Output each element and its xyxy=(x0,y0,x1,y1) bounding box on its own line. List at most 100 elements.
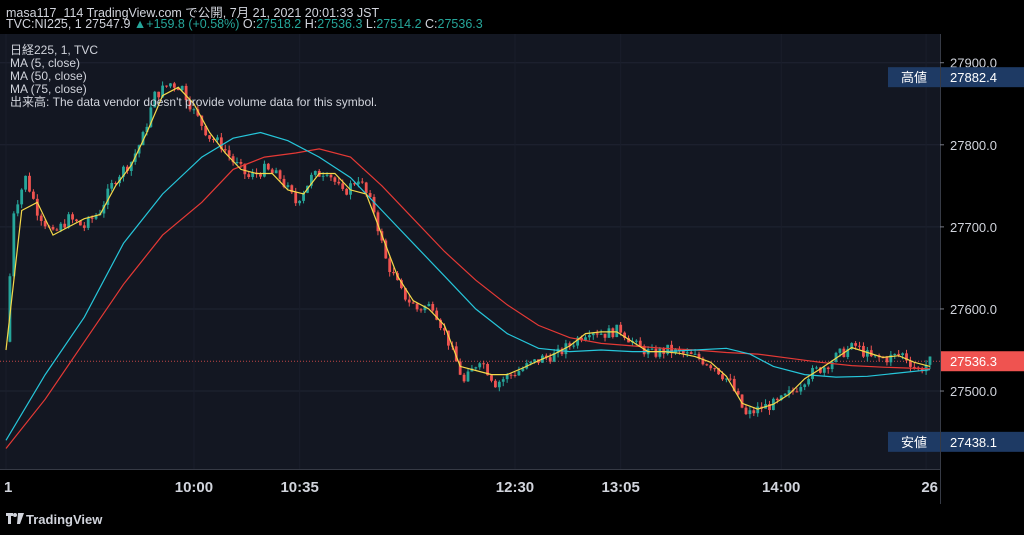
candle-body xyxy=(384,240,388,259)
candle-body xyxy=(372,196,376,213)
candle-body xyxy=(893,353,897,355)
candle xyxy=(595,329,599,338)
candle xyxy=(388,256,392,277)
candle-body xyxy=(580,337,583,341)
candle xyxy=(548,353,552,364)
candle xyxy=(705,363,709,366)
candle-body xyxy=(149,107,153,127)
low-value-text: 27438.1 xyxy=(950,435,997,450)
candle-body xyxy=(568,343,572,346)
candle xyxy=(768,400,771,415)
candle-body xyxy=(223,149,227,151)
candle xyxy=(877,353,881,362)
candle xyxy=(709,363,713,371)
low-label: L: xyxy=(365,17,377,31)
candle-body xyxy=(544,355,548,358)
candle xyxy=(658,346,662,359)
candle-body xyxy=(533,359,536,362)
candle xyxy=(243,163,247,180)
candle xyxy=(302,190,305,204)
candle-body xyxy=(200,115,204,126)
candle-body xyxy=(701,358,705,365)
candle-body xyxy=(78,221,82,226)
candle-body xyxy=(231,156,235,163)
candle-body xyxy=(298,200,302,204)
legend-title[interactable]: 日経225, 1, TVC xyxy=(10,43,99,57)
candle-body xyxy=(584,337,587,341)
candle xyxy=(697,351,701,361)
candle-body xyxy=(55,229,59,231)
legend-ma5[interactable]: MA (5, close) xyxy=(10,56,81,70)
candle xyxy=(125,164,129,174)
candle-body xyxy=(889,354,893,363)
candle-body xyxy=(728,378,732,380)
high-value-text: 27882.4 xyxy=(950,70,997,85)
candle-body xyxy=(345,188,349,195)
candle xyxy=(235,157,239,165)
chart-plot-area[interactable]: 高値 安値 xyxy=(0,34,940,469)
candle xyxy=(901,352,904,360)
low-value-tag: 27438.1 xyxy=(941,431,1024,452)
legend-ma75[interactable]: MA (75, close) xyxy=(10,82,87,96)
x-tick-label-4: 13:05 xyxy=(602,479,640,496)
candle-body xyxy=(313,170,317,175)
candle-body xyxy=(732,378,736,392)
candle-body xyxy=(129,161,133,171)
candle xyxy=(39,213,43,226)
legend-ma50[interactable]: MA (50, close) xyxy=(10,69,87,83)
candle-body xyxy=(403,288,407,300)
candle-body xyxy=(51,226,55,230)
candle xyxy=(192,107,196,114)
candle-body xyxy=(427,304,431,307)
candle xyxy=(748,406,752,419)
candle-body xyxy=(744,407,748,415)
candle xyxy=(208,135,211,142)
candle xyxy=(216,134,219,143)
candle-body xyxy=(176,87,180,91)
candle-body xyxy=(873,355,877,357)
candle-body xyxy=(787,390,791,394)
candle-body xyxy=(114,182,118,184)
low-name-box xyxy=(888,431,940,452)
time-axis[interactable]: 1 10:00 10:35 12:30 13:05 14:00 26 xyxy=(0,469,940,504)
candle xyxy=(266,162,270,171)
price-axis[interactable]: 27900.0 27800.0 27700.0 27600.0 27500.0 27882… xyxy=(940,34,1024,504)
candle xyxy=(924,360,928,375)
candle xyxy=(666,344,670,356)
candle-body xyxy=(125,166,129,171)
brand-name: TradingView xyxy=(26,512,103,527)
candle xyxy=(470,364,474,372)
y-tick-label-1: 27800.0 xyxy=(950,138,997,153)
candle-body xyxy=(71,214,74,220)
candle-body xyxy=(815,367,818,369)
candle-body xyxy=(642,346,646,355)
candle xyxy=(466,368,470,383)
candle xyxy=(403,287,407,302)
candle-body xyxy=(251,172,255,178)
y-tick-label-2: 27700.0 xyxy=(950,220,997,235)
candle-body xyxy=(752,410,756,414)
candle-body xyxy=(607,328,611,338)
candle xyxy=(787,386,791,398)
candle xyxy=(552,349,556,363)
candle-body xyxy=(447,330,450,346)
candle-body xyxy=(454,346,458,362)
candle-body xyxy=(208,135,211,139)
close-value: 27536.3 xyxy=(437,17,483,31)
candle xyxy=(591,332,595,340)
candle-body xyxy=(748,410,752,415)
low-value: 27514.2 xyxy=(376,17,422,31)
candle-body xyxy=(678,349,681,351)
candle xyxy=(24,175,27,193)
tradingview-brand[interactable]: TradingView xyxy=(6,512,102,527)
footer: TradingView xyxy=(0,504,1024,535)
candle xyxy=(611,327,615,339)
candle-body xyxy=(897,353,901,356)
candle-body xyxy=(122,166,125,177)
candle-body xyxy=(212,138,215,141)
ohlc-line: TVC:NI225, 1 27547.9 ▲+159.8 (+0.58%) O:… xyxy=(6,17,483,31)
candle-body xyxy=(309,174,313,186)
candle-body xyxy=(705,364,709,366)
candle-body xyxy=(360,181,364,183)
